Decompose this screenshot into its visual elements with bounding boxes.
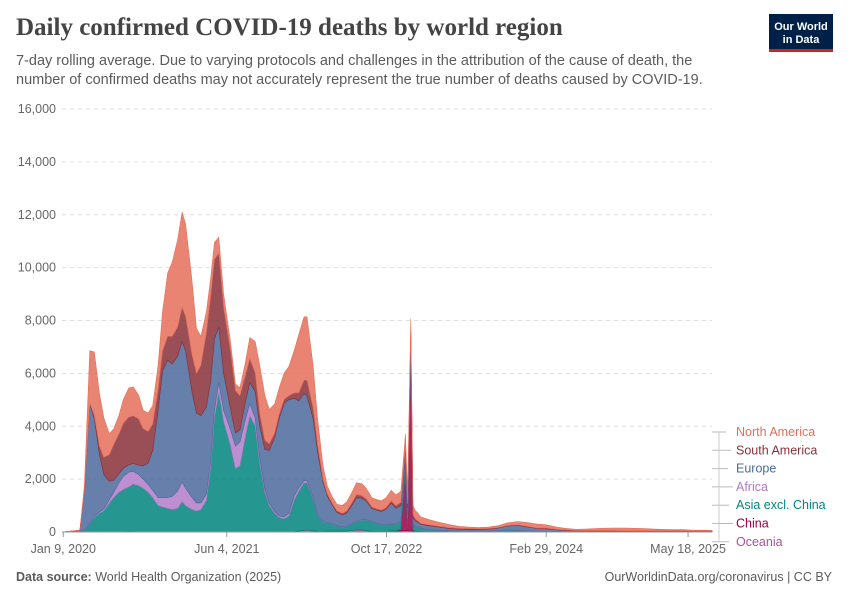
x-tick-label: Jan 9, 2020 [31,542,96,556]
legend-item-asia-excl-china[interactable]: Asia excl. China [736,498,826,512]
legend-item-south-america[interactable]: South America [736,443,817,457]
logo-line-2: in Data [782,33,820,46]
data-source-label: Data source: [16,570,92,584]
chart-subtitle: 7-day rolling average. Due to varying pr… [16,53,703,88]
data-source-text[interactable]: World Health Organization (2025) [95,570,282,584]
y-tick-label: 0 [49,525,56,539]
legend-item-china[interactable]: China [736,517,769,531]
x-tick-label: Jun 4, 2021 [194,542,259,556]
y-tick-label: 10,000 [18,261,56,275]
legend-item-oceania[interactable]: Oceania [736,535,783,549]
legend-item-north-america[interactable]: North America [736,425,815,439]
data-source: Data source: World Health Organization (… [16,570,281,584]
y-tick-label: 4,000 [25,419,56,433]
legend: North America South America Europe Africa As… [712,425,826,549]
series-area-north-america[interactable] [61,212,713,533]
owid-logo[interactable]: Our World in Data [769,14,833,52]
y-axis: 0 2,000 4,000 6,000 8,000 10,000 12,000 14,000 1… [18,102,56,539]
logo-line-1: Our World [774,21,828,33]
chart-title: Daily confirmed COVID-19 deaths by world… [16,14,563,41]
footer-link[interactable]: OurWorldinData.org/coronavirus | CC BY [604,570,832,584]
x-tick-label: Oct 17, 2022 [351,542,423,556]
y-tick-label: 12,000 [18,208,56,222]
x-tick-label: Feb 29, 2024 [509,542,583,556]
x-axis: Jan 9, 2020 Jun 4, 2021 Oct 17, 2022 Feb 29… [31,531,726,556]
y-tick-label: 2,000 [25,472,56,486]
y-tick-label: 8,000 [25,314,56,328]
legend-item-africa[interactable]: Africa [736,480,768,494]
y-tick-label: 6,000 [25,366,56,380]
y-tick-label: 14,000 [18,155,56,169]
legend-item-europe[interactable]: Europe [736,462,776,476]
y-tick-label: 16,000 [18,102,56,116]
series-areas [61,212,713,533]
x-tick-label: May 18, 2025 [650,542,726,556]
